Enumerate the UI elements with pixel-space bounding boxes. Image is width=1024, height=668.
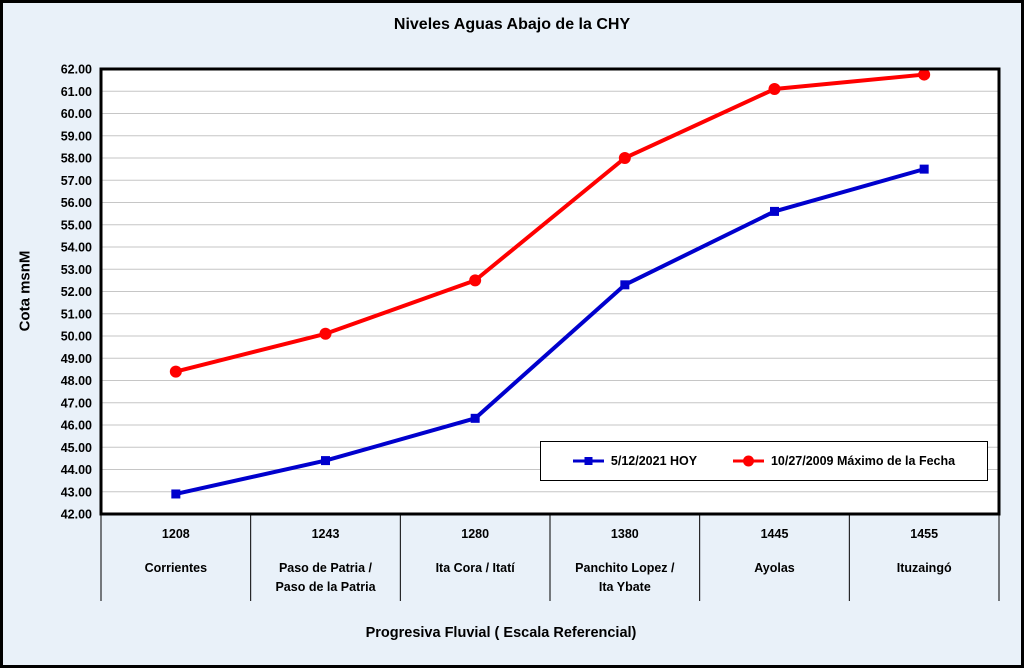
series-line bbox=[173, 167, 927, 496]
data-point bbox=[770, 206, 779, 216]
data-point bbox=[171, 489, 181, 499]
series-line bbox=[173, 72, 927, 374]
data-point bbox=[319, 327, 332, 340]
y-tick-label: 56.00 bbox=[61, 196, 92, 210]
y-tick-label: 55.00 bbox=[61, 218, 92, 232]
y-tick-label: 45.00 bbox=[61, 441, 92, 455]
x-tick-name: Paso de la Patria bbox=[275, 580, 376, 594]
x-tick-number: 1455 bbox=[910, 527, 938, 541]
y-tick-label: 60.00 bbox=[61, 107, 92, 121]
y-tick-label: 49.00 bbox=[61, 352, 92, 366]
x-tick-number: 1208 bbox=[162, 527, 190, 541]
x-tick-name: Ita Ybate bbox=[599, 580, 651, 594]
legend-label-hoy: 5/12/2021 HOY bbox=[610, 454, 698, 468]
x-tick-name: Paso de Patria / bbox=[279, 561, 373, 575]
data-point bbox=[469, 274, 482, 287]
data-point bbox=[768, 83, 781, 96]
y-tick-label: 46.00 bbox=[61, 419, 92, 433]
x-tick-name: Ayolas bbox=[754, 561, 795, 575]
legend-circle-marker-icon bbox=[732, 455, 764, 467]
data-point bbox=[470, 413, 480, 423]
chart-title: Niveles Aguas Abajo de la CHY bbox=[393, 16, 631, 33]
y-tick-label: 51.00 bbox=[61, 307, 92, 321]
x-tick-number: 1243 bbox=[312, 527, 340, 541]
plot-area: 42.00 43.00 44.00 45.00 46.00 47.00 48.00 49.00… bbox=[61, 63, 1001, 601]
legend-item-maximo: 10/27/2009 Máximo de la Fecha bbox=[732, 454, 956, 468]
y-tick-label: 59.00 bbox=[61, 129, 92, 143]
y-tick-label: 44.00 bbox=[61, 463, 92, 477]
circle-marker-icon bbox=[732, 455, 764, 467]
legend-label-maximo: 10/27/2009 Máximo de la Fecha bbox=[770, 454, 956, 468]
y-tick-label: 47.00 bbox=[61, 396, 92, 410]
data-point bbox=[321, 456, 330, 466]
x-tick-name: Corrientes bbox=[145, 561, 208, 575]
y-tick-label: 50.00 bbox=[61, 330, 92, 344]
y-tick-label: 58.00 bbox=[61, 152, 92, 166]
y-tick-label: 42.00 bbox=[61, 508, 92, 522]
x-tick-number: 1445 bbox=[761, 527, 789, 541]
y-tick-label: 52.00 bbox=[61, 285, 92, 299]
y-tick-label: 43.00 bbox=[61, 485, 92, 499]
x-tick-number: 1280 bbox=[461, 527, 489, 541]
y-tick-label: 54.00 bbox=[61, 241, 92, 255]
data-point bbox=[618, 152, 631, 164]
x-tick-number: 1380 bbox=[611, 527, 639, 541]
data-point bbox=[918, 68, 931, 81]
x-tick-name: Ita Cora / Itatí bbox=[436, 561, 516, 575]
x-axis-title: Progresiva Fluvial ( Escala Referencial) bbox=[365, 625, 637, 641]
y-tick-label: 57.00 bbox=[61, 174, 92, 188]
plot-border bbox=[99, 67, 1001, 516]
y-tick-label: 62.00 bbox=[61, 63, 92, 77]
x-tick-name: Ituzaingó bbox=[897, 561, 952, 575]
legend: 5/12/2021 HOY 10/27/2009 Máximo de la Fe… bbox=[540, 441, 988, 481]
data-point bbox=[169, 365, 182, 378]
x-tick-name: Panchito Lopez / bbox=[575, 561, 675, 575]
square-marker-icon bbox=[572, 457, 604, 465]
y-tick-label: 61.00 bbox=[61, 85, 92, 99]
data-point bbox=[919, 164, 929, 174]
y-axis-title: Cota msnM bbox=[16, 250, 34, 332]
legend-item-hoy: 5/12/2021 HOY bbox=[572, 454, 698, 468]
y-tick-label: 53.00 bbox=[61, 263, 92, 277]
y-tick-label: 48.00 bbox=[61, 374, 92, 388]
legend-square-marker-icon bbox=[572, 455, 604, 467]
data-point bbox=[620, 280, 630, 290]
